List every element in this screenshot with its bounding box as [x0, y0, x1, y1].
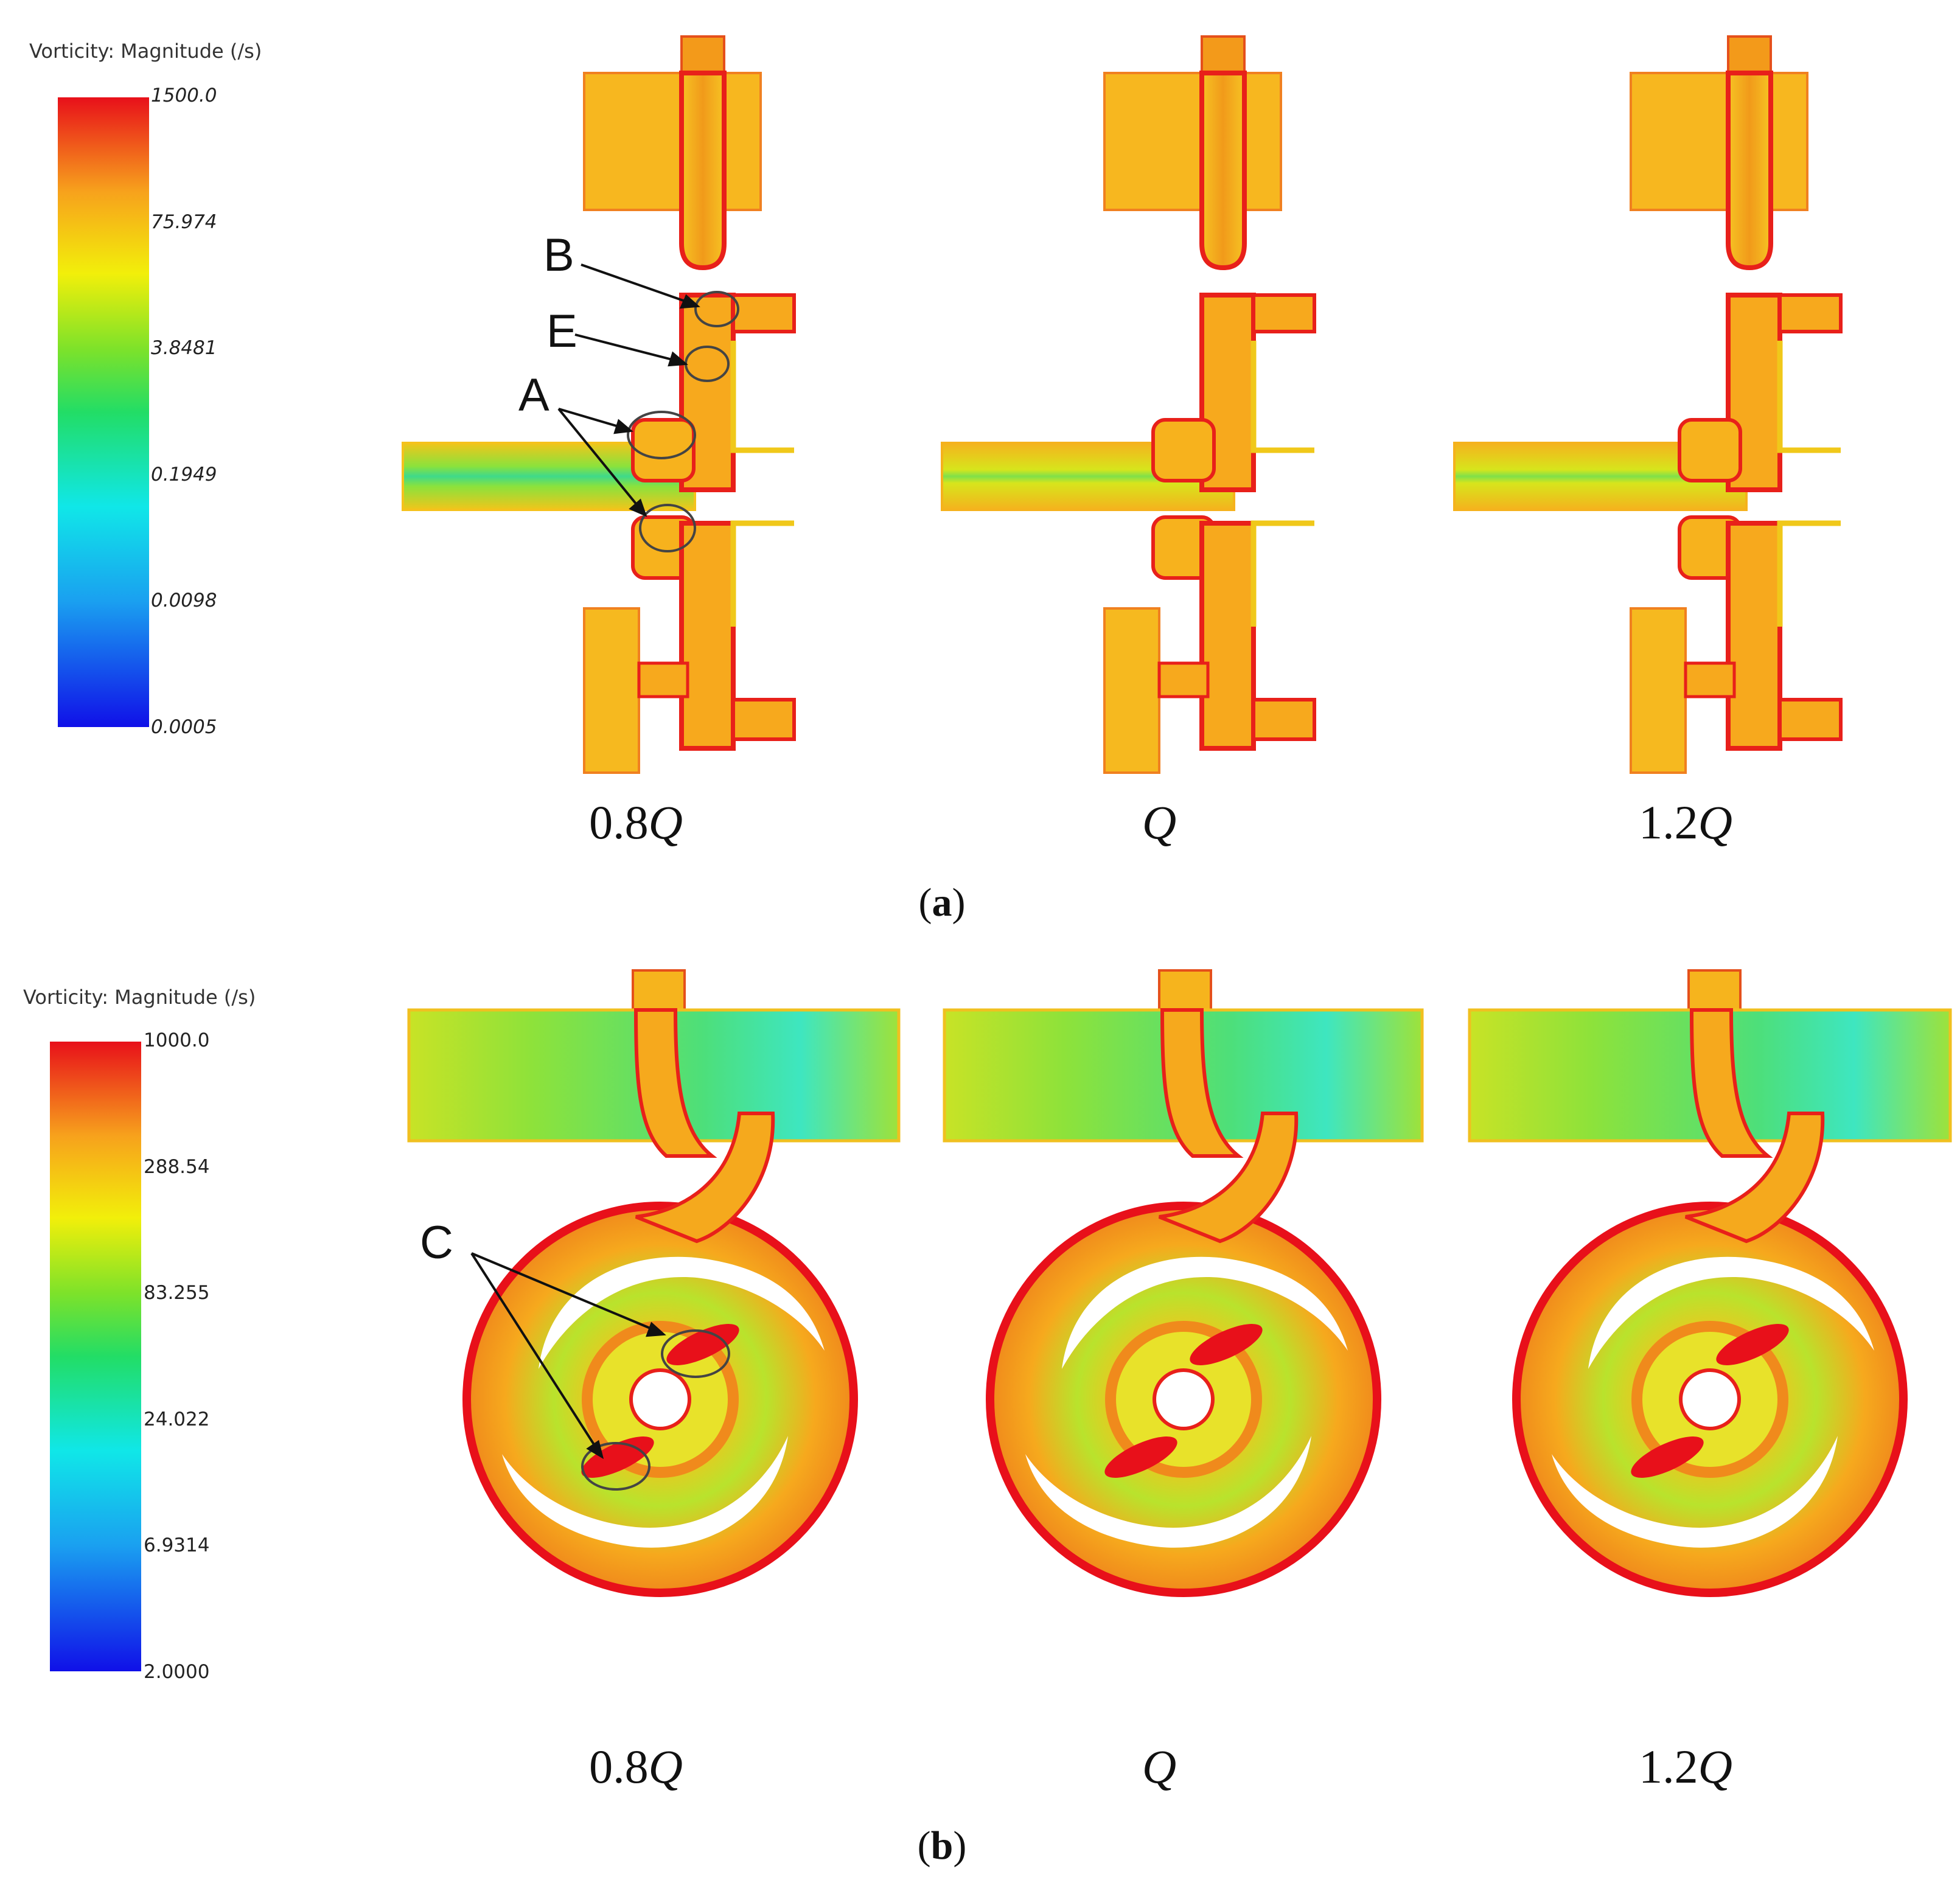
case-label-a-1.2Q: 1.2Q	[1639, 796, 1732, 849]
annotation-label: B	[543, 229, 574, 281]
panel-a: Vorticity: Magnitude (/s) 1500.0 75.974 …	[29, 37, 1841, 925]
colorbar-b	[50, 1042, 141, 1671]
panel-b: Vorticity: Magnitude (/s) 1000.0 288.54 …	[23, 969, 1952, 1868]
legend-title-a: Vorticity: Magnitude (/s)	[29, 40, 262, 63]
legend-tick-b: 83.255	[144, 1282, 209, 1304]
case-label-a-Q: Q	[1142, 796, 1176, 849]
case-symbol: Q	[1142, 796, 1176, 849]
contour-a-1.2Q	[1453, 37, 1841, 773]
contour-a-Q	[941, 37, 1314, 773]
case-factor: 0.8	[589, 1740, 649, 1793]
colorbar-a	[58, 97, 149, 727]
legend-tick-a: 3.8481	[151, 337, 217, 359]
legend-tick-b: 288.54	[144, 1156, 209, 1178]
contour-b-0.8Q: C	[407, 969, 901, 1593]
case-symbol: Q	[1698, 1740, 1732, 1793]
legend-tick-a: 0.1949	[151, 464, 217, 486]
annotation-label: C	[420, 1217, 453, 1269]
contour-b-Q	[943, 969, 1424, 1593]
case-symbol: Q	[1698, 796, 1732, 849]
case-symbol: Q	[649, 1740, 683, 1793]
legend-tick-b: 2.0000	[144, 1661, 209, 1683]
case-factor: 1.2	[1639, 796, 1698, 849]
legend-tick-a: 0.0005	[151, 716, 217, 738]
legend-tick-b: 6.9314	[144, 1534, 209, 1556]
case-label-b-Q: Q	[1142, 1740, 1176, 1793]
case-factor: 1.2	[1639, 1740, 1698, 1793]
colorbar-legend-a: Vorticity: Magnitude (/s) 1500.0 75.974 …	[29, 40, 262, 738]
legend-tick-a: 0.0098	[151, 590, 217, 611]
legend-tick-a: 1500.0	[151, 85, 217, 106]
colorbar-legend-b: Vorticity: Magnitude (/s) 1000.0 288.54 …	[23, 986, 256, 1683]
legend-tick-b: 24.022	[144, 1408, 209, 1430]
contour-b-1.2Q	[1468, 969, 1952, 1593]
legend-tick-a: 75.974	[151, 211, 217, 233]
contour-a-0.8Q: B E A	[402, 37, 794, 773]
legend-tick-b: 1000.0	[144, 1029, 209, 1051]
case-label-b-0.8Q: 0.8Q	[589, 1740, 683, 1793]
panel-label-b: (b)	[918, 1823, 967, 1868]
panel-letter-a: a	[932, 880, 952, 925]
case-label-b-1.2Q: 1.2Q	[1639, 1740, 1732, 1793]
panel-label-a: (a)	[919, 880, 966, 925]
annotation-label: A	[518, 369, 549, 421]
case-symbol: Q	[1142, 1740, 1176, 1793]
case-factor: 0.8	[589, 796, 649, 849]
case-label-a-0.8Q: 0.8Q	[589, 796, 683, 849]
panel-letter-b: b	[931, 1823, 954, 1868]
annotation-label: E	[546, 305, 577, 357]
case-symbol: Q	[649, 796, 683, 849]
legend-title-b: Vorticity: Magnitude (/s)	[23, 986, 256, 1009]
